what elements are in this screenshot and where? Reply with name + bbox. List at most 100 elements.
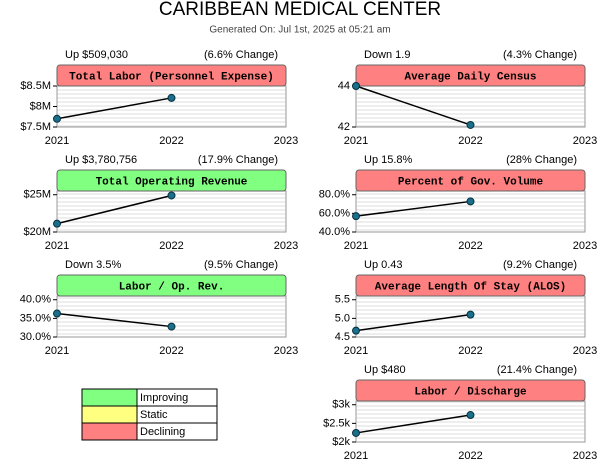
x-tick-label: 2021 <box>344 135 368 147</box>
x-tick-label: 2023 <box>573 135 597 147</box>
line <box>355 85 471 126</box>
chart-header <box>355 379 586 402</box>
change: (9.2% Change) <box>503 259 577 271</box>
legend-label: Static <box>140 409 168 421</box>
chart-title: Total Labor (Personnel Expense) <box>69 71 274 83</box>
y-tick-label: $8.5M <box>20 80 51 92</box>
x-tick-label: 2021 <box>45 345 69 357</box>
plot-area <box>355 85 586 128</box>
x-tick-label: 2022 <box>458 135 482 147</box>
x-tick-label: 2021 <box>344 240 368 252</box>
y-tick-label: $20M <box>23 226 51 238</box>
x-tick-label: 2021 <box>45 135 69 147</box>
point <box>352 428 360 437</box>
y-tick-label: 40.0% <box>319 226 350 238</box>
chart-title: Average Daily Census <box>404 71 536 83</box>
legend-swatch <box>81 388 138 407</box>
y-tick-label: $7.5M <box>20 121 51 133</box>
change: (17.9% Change) <box>198 154 278 166</box>
summary: Up 0.43 <box>364 259 403 271</box>
chart-title: Labor / Op. Rev. <box>119 281 225 293</box>
plot-area <box>56 295 287 338</box>
page-subtitle: Generated On: Jul 1st, 2025 at 05:21 am <box>209 25 390 36</box>
x-tick-label: 2023 <box>274 135 298 147</box>
summary: Up 15.8% <box>364 154 413 166</box>
x-tick-label: 2022 <box>159 240 183 252</box>
chart-header <box>355 64 586 87</box>
point <box>352 212 360 221</box>
point <box>466 120 475 129</box>
chart-header <box>56 169 287 192</box>
chart-title: Average Length Of Stay (ALOS) <box>375 281 566 293</box>
x-tick-label: 2023 <box>573 240 597 252</box>
x-tick-label: 2022 <box>458 345 482 357</box>
summary: Up $509,030 <box>65 49 128 61</box>
legend-cell <box>136 422 218 441</box>
summary: Down 1.9 <box>364 49 410 61</box>
point <box>53 114 61 123</box>
x-tick-label: 2022 <box>458 240 482 252</box>
y-tick-label: 44 <box>338 80 350 92</box>
summary: Up $3,780,756 <box>65 154 137 166</box>
point <box>466 197 475 206</box>
legend-label: Improving <box>140 392 188 404</box>
x-tick-label: 2023 <box>573 345 597 357</box>
x-tick-label: 2022 <box>159 135 183 147</box>
x-tick-label: 2021 <box>45 240 69 252</box>
point <box>466 411 475 420</box>
chart-header <box>355 274 586 297</box>
x-tick-label: 2022 <box>458 450 482 462</box>
point <box>167 322 176 331</box>
y-tick-label: 35.0% <box>20 312 51 324</box>
chart-header <box>56 64 287 87</box>
x-tick-label: 2022 <box>159 345 183 357</box>
change: (9.5% Change) <box>204 259 278 271</box>
legend-swatch <box>81 422 138 441</box>
x-tick-label: 2021 <box>344 345 368 357</box>
y-tick-label: 4.5 <box>335 331 350 343</box>
line <box>56 194 172 225</box>
line <box>355 313 471 332</box>
y-tick-label: $3k <box>332 399 350 411</box>
x-tick-label: 2023 <box>274 240 298 252</box>
line <box>56 97 172 120</box>
chart-header <box>355 169 586 192</box>
page-title: CARIBBEAN MEDICAL CENTER <box>159 0 441 20</box>
y-tick-label: 5.5 <box>335 294 350 306</box>
point <box>53 309 61 318</box>
y-tick-label: 60.0% <box>319 207 350 219</box>
chart-title: Percent of Gov. Volume <box>398 176 544 188</box>
chart-title: Labor / Discharge <box>414 386 527 398</box>
chart-title: Total Operating Revenue <box>96 176 248 188</box>
point <box>466 310 475 319</box>
summary: Down 3.5% <box>65 259 121 271</box>
line <box>56 312 172 328</box>
legend-label: Declining <box>140 426 185 438</box>
point <box>53 219 61 228</box>
point <box>352 326 360 335</box>
change: (4.3% Change) <box>503 49 577 61</box>
y-tick-label: 40.0% <box>20 294 51 306</box>
x-tick-label: 2023 <box>274 345 298 357</box>
y-tick-label: $2k <box>332 436 350 448</box>
change: (6.6% Change) <box>204 49 278 61</box>
change: (28% Change) <box>506 154 577 166</box>
y-tick-label: 5.0 <box>335 312 350 324</box>
line <box>355 414 471 434</box>
x-tick-label: 2021 <box>344 450 368 462</box>
y-tick-label: 30.0% <box>20 331 51 343</box>
change: (21.4% Change) <box>497 364 577 376</box>
plot-area <box>355 400 586 443</box>
y-tick-label: 42 <box>338 121 350 133</box>
y-tick-label: 80.0% <box>319 189 350 201</box>
legend-swatch <box>81 405 138 424</box>
point <box>167 93 176 102</box>
summary: Up $480 <box>364 364 406 376</box>
point <box>167 191 176 200</box>
chart-header <box>56 274 287 297</box>
x-tick-label: 2023 <box>573 450 597 462</box>
line <box>355 200 471 217</box>
y-tick-label: $2.5k <box>323 417 350 429</box>
y-tick-label: $8M <box>30 100 51 112</box>
